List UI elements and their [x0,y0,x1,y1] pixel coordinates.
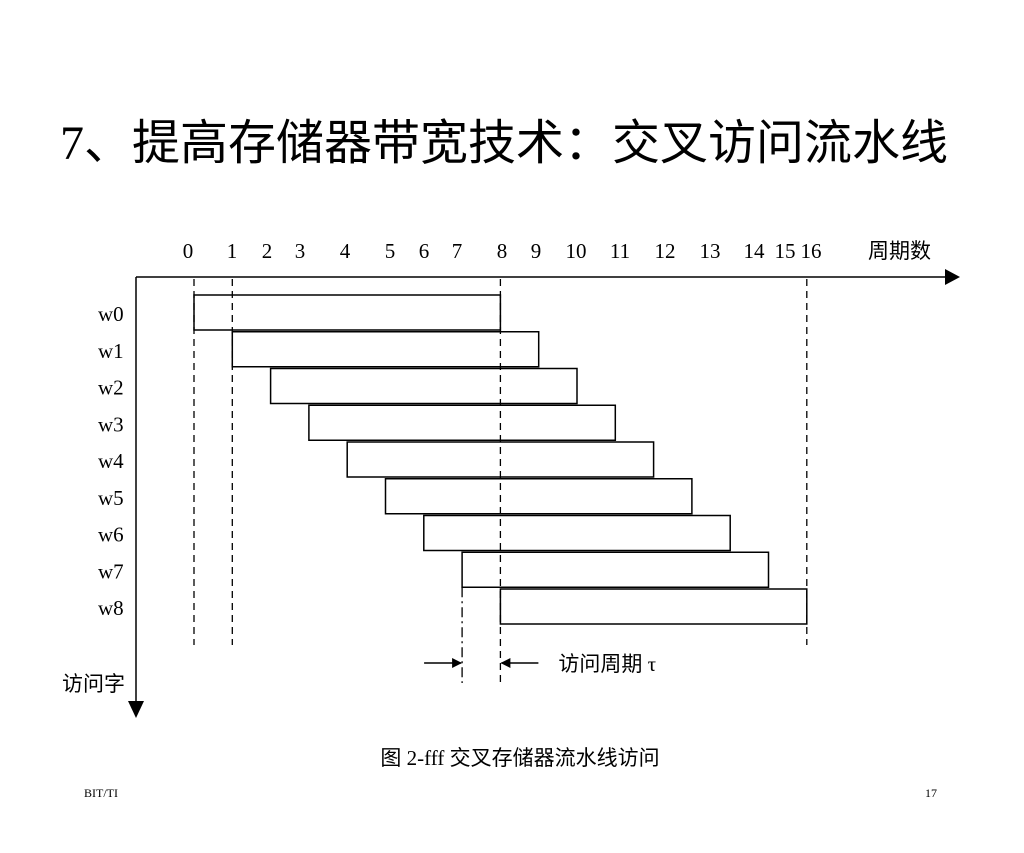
tick-label-3: 3 [295,239,306,263]
row-label-w2: w2 [98,376,124,400]
bar-w3 [308,404,617,441]
row-label-w0: w0 [98,302,124,326]
access-period-label: 访问周期 τ [558,652,656,676]
y-axis-label: 访问字 [62,672,125,696]
row-label-w1: w1 [98,339,124,363]
tick-label-1: 1 [227,239,238,263]
bar-w4 [346,441,655,478]
row-label-w4: w4 [98,449,124,473]
y-axis-arrowhead [128,701,144,718]
x-axis-label: 周期数 [868,239,931,263]
tick-label-0: 0 [183,239,194,263]
row-label-w7: w7 [98,559,124,583]
slide-title: 7、提高存储器带宽技术：交叉访问流水线 [60,117,949,170]
bar-w8 [499,588,808,625]
tick-label-10: 10 [566,239,587,263]
tick-label-2: 2 [262,239,273,263]
tick-label-14: 14 [744,239,766,263]
row-label-w3: w3 [98,412,124,436]
x-axis-arrowhead [945,269,960,285]
row-label-w6: w6 [98,523,124,547]
bar-w2 [269,367,578,405]
bar-w0 [193,294,502,331]
row-label-w5: w5 [98,486,124,510]
tick-label-4: 4 [340,239,351,263]
word-labels: w0 w1 w2 w3 w4 w5 w6 w7 w8 [98,302,124,620]
tick-label-15: 15 [775,239,796,263]
tick-label-5: 5 [385,239,396,263]
tick-label-8: 8 [497,239,508,263]
bar-w1 [231,331,540,368]
page-number: 17 [925,786,937,800]
bar-w6 [423,514,731,552]
bar-w7 [461,551,770,588]
tick-label-12: 12 [655,239,676,263]
access-period-annotation: 访问周期 τ [424,652,656,676]
row-label-w8: w8 [98,596,124,620]
tick-label-9: 9 [531,239,542,263]
figure-caption: 图 2-fff 交叉存储器流水线访问 [380,746,660,770]
word-bars [193,294,808,625]
tick-labels: 0 1 2 3 4 5 6 7 8 9 10 11 12 13 14 15 16 [183,239,822,263]
tick-label-11: 11 [610,239,630,263]
tick-label-7: 7 [452,239,463,263]
bar-w5 [384,478,693,515]
tick-label-13: 13 [700,239,721,263]
tick-label-6: 6 [419,239,430,263]
tick-label-16: 16 [801,239,822,263]
footer-left-text: BIT/TI [84,786,118,800]
